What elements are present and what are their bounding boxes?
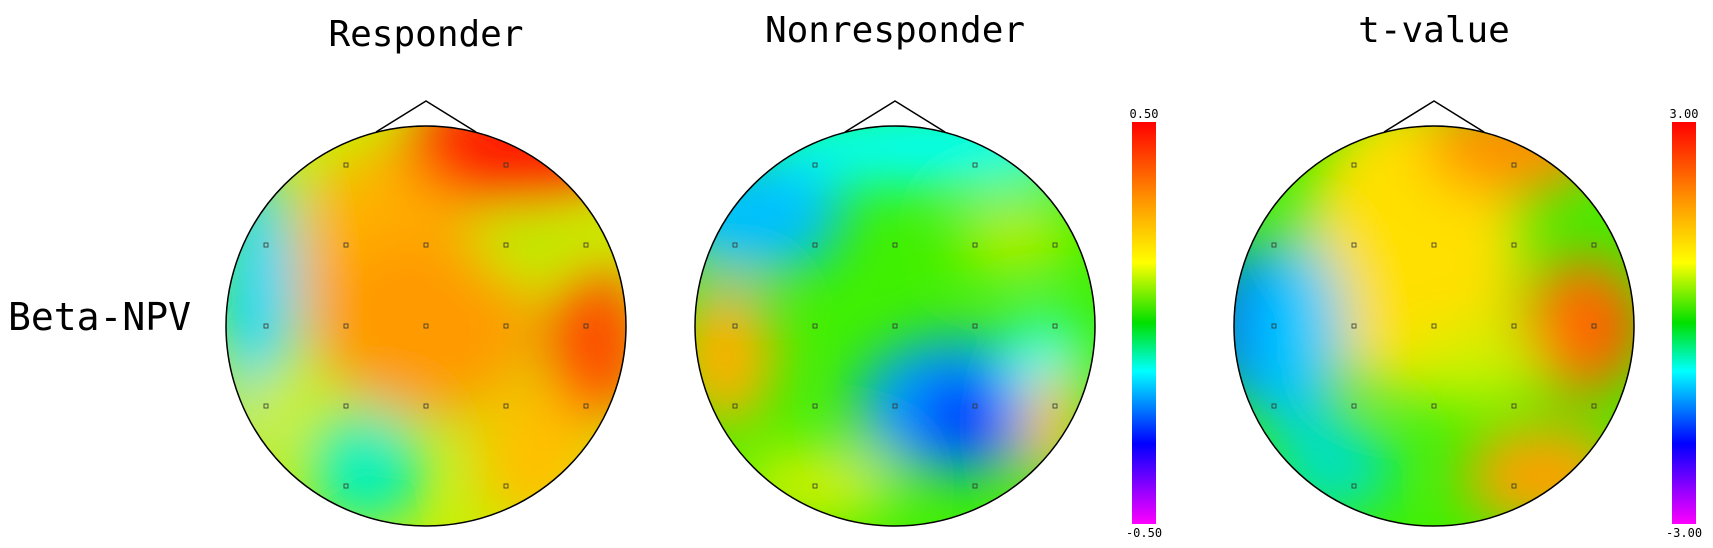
electrode: [812, 323, 818, 329]
electrode: [1431, 242, 1437, 248]
electrode: [1271, 242, 1277, 248]
map-region: [735, 446, 895, 526]
electrode: [1351, 403, 1357, 409]
electrode: [732, 323, 738, 329]
nose: [844, 100, 946, 133]
electrode: [812, 242, 818, 248]
map-region: [1524, 256, 1634, 396]
colorbar: [1132, 122, 1156, 524]
electrode: [972, 403, 978, 409]
panel-title: Nonresponder: [765, 10, 1025, 51]
electrode: [1511, 162, 1517, 168]
topomaps: [225, 100, 1635, 527]
electrode: [263, 242, 269, 248]
electrode: [343, 162, 349, 168]
electrode: [1351, 323, 1357, 329]
panel-title: Responder: [328, 14, 523, 55]
electrode: [263, 323, 269, 329]
electrode: [1271, 403, 1277, 409]
electrode: [972, 162, 978, 168]
electrode: [343, 242, 349, 248]
electrode: [1271, 323, 1277, 329]
electrode: [583, 403, 589, 409]
map-region: [955, 196, 1075, 276]
electrode: [343, 323, 349, 329]
electrode: [423, 323, 429, 329]
topomap: [1234, 126, 1634, 526]
map-region: [1025, 366, 1085, 486]
electrode: [503, 323, 509, 329]
map-region: [406, 126, 626, 206]
electrode: [1052, 242, 1058, 248]
electrode: [892, 323, 898, 329]
map-region: [316, 236, 536, 416]
colorbar-min: -3.00: [1666, 526, 1702, 540]
map-region: [765, 126, 1085, 186]
electrode: [1351, 242, 1357, 248]
electrode: [732, 242, 738, 248]
electrode: [1511, 403, 1517, 409]
colorbar-max: 0.50: [1130, 107, 1159, 121]
electrode: [503, 162, 509, 168]
electrode: [343, 483, 349, 489]
electrode: [343, 403, 349, 409]
map-region: [1424, 126, 1604, 196]
electrode: [1052, 323, 1058, 329]
topomap: [226, 126, 626, 526]
nose: [1383, 100, 1485, 133]
electrode: [892, 403, 898, 409]
electrode: [972, 242, 978, 248]
electrode: [1591, 403, 1597, 409]
electrode: [583, 242, 589, 248]
electrode: [812, 483, 818, 489]
electrode: [1591, 323, 1597, 329]
electrode: [503, 483, 509, 489]
map-region: [236, 366, 316, 446]
panel-title: t-value: [1358, 10, 1510, 51]
colorbar: [1672, 122, 1696, 524]
map-region: [695, 286, 775, 426]
colorbar-max: 3.00: [1670, 107, 1699, 121]
electrode: [732, 403, 738, 409]
electrode: [1431, 323, 1437, 329]
map-field: [226, 126, 626, 526]
electrode: [1591, 242, 1597, 248]
nose: [375, 100, 477, 133]
electrode: [503, 242, 509, 248]
electrode: [1351, 483, 1357, 489]
electrode: [263, 403, 269, 409]
map-region: [1464, 426, 1624, 526]
colorbar-min: -0.50: [1126, 526, 1162, 540]
map-field: [695, 126, 1085, 526]
electrode: [1511, 483, 1517, 489]
head-outline: [1233, 125, 1635, 527]
electrode: [423, 242, 429, 248]
row-label: Beta-NPV: [8, 295, 191, 339]
electrode: [583, 323, 589, 329]
electrode: [972, 483, 978, 489]
map-region: [1244, 236, 1344, 436]
electrode: [1511, 323, 1517, 329]
electrode: [1052, 403, 1058, 409]
electrode: [1351, 162, 1357, 168]
electrode: [1511, 242, 1517, 248]
head-outline: [225, 125, 627, 527]
electrode: [972, 323, 978, 329]
head-outline: [694, 125, 1096, 527]
map-region: [1594, 306, 1634, 346]
topomap: [695, 126, 1095, 526]
electrode: [423, 403, 429, 409]
electrode: [1431, 403, 1437, 409]
map-region: [915, 376, 1015, 456]
map-region: [476, 216, 576, 276]
electrode: [812, 162, 818, 168]
electrode: [812, 403, 818, 409]
map-region: [1404, 326, 1544, 406]
map-region: [306, 406, 426, 526]
electrode: [503, 403, 509, 409]
electrode: [892, 242, 898, 248]
